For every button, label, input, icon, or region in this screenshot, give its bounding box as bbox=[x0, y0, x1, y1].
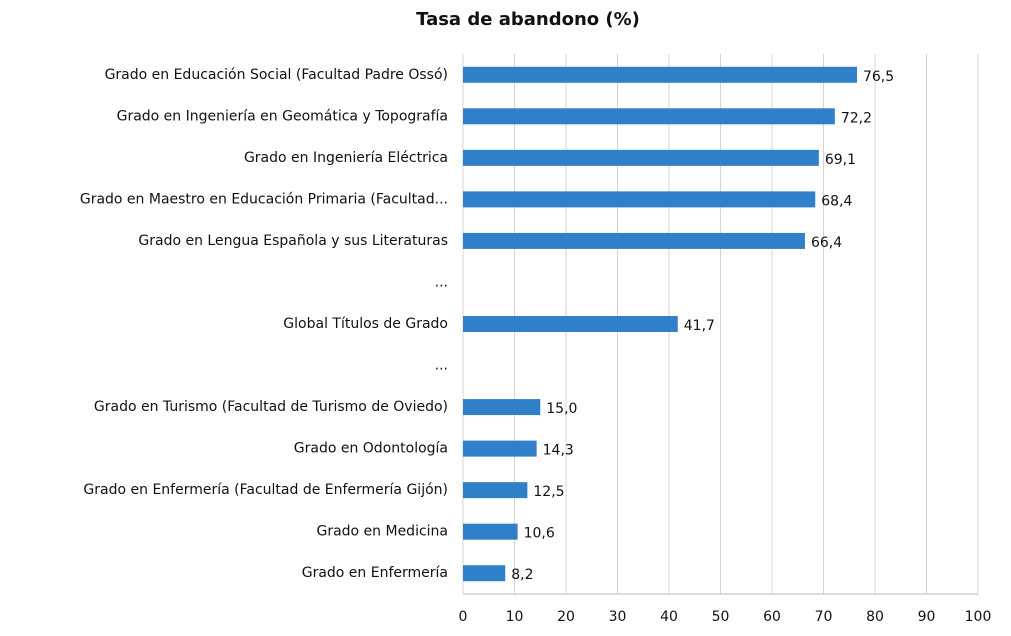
y-tick-label: Grado en Lengua Española y sus Literatur… bbox=[138, 233, 448, 249]
x-tick-label: 50 bbox=[712, 609, 730, 625]
value-label: 41,7 bbox=[684, 318, 715, 334]
value-label: 12,5 bbox=[533, 484, 564, 500]
y-tick-label: ... bbox=[435, 358, 448, 374]
y-tick-label: Grado en Educación Social (Facultad Padr… bbox=[105, 67, 448, 83]
bar bbox=[463, 523, 518, 540]
x-tick-label: 20 bbox=[557, 609, 575, 625]
value-label: 68,4 bbox=[821, 193, 852, 209]
x-tick-label: 90 bbox=[918, 609, 936, 625]
x-tick-label: 30 bbox=[609, 609, 627, 625]
value-label: 66,4 bbox=[811, 235, 842, 251]
x-tick-label: 100 bbox=[965, 609, 992, 625]
value-label: 72,2 bbox=[841, 110, 872, 126]
y-tick-label: ... bbox=[435, 274, 448, 290]
y-tick-label: Grado en Medicina bbox=[316, 524, 448, 540]
value-label: 10,6 bbox=[524, 526, 555, 542]
y-tick-label: Grado en Turismo (Facultad de Turismo de… bbox=[94, 399, 448, 415]
bar bbox=[463, 232, 805, 249]
x-tick-label: 0 bbox=[459, 609, 468, 625]
y-tick-label: Global Títulos de Grado bbox=[283, 316, 448, 332]
bar bbox=[463, 66, 857, 83]
value-label: 76,5 bbox=[863, 69, 894, 85]
value-label: 8,2 bbox=[511, 567, 533, 583]
bar bbox=[463, 316, 678, 332]
value-label: 15,0 bbox=[546, 401, 577, 417]
x-tick-label: 10 bbox=[506, 609, 524, 625]
y-tick-label: Grado en Ingeniería Eléctrica bbox=[244, 150, 448, 166]
value-label: 14,3 bbox=[543, 443, 574, 459]
x-tick-label: 70 bbox=[815, 609, 833, 625]
y-tick-label: Grado en Enfermería bbox=[302, 565, 448, 581]
bar bbox=[463, 191, 816, 208]
x-tick-label: 80 bbox=[866, 609, 884, 625]
bar bbox=[463, 399, 541, 416]
y-tick-label: Grado en Ingeniería en Geomática y Topog… bbox=[117, 108, 448, 124]
bar bbox=[463, 565, 506, 582]
x-tick-label: 60 bbox=[763, 609, 781, 625]
bar bbox=[463, 440, 537, 457]
bar bbox=[463, 108, 835, 125]
chart-title: Tasa de abandono (%) bbox=[416, 9, 640, 30]
x-tick-label: 40 bbox=[660, 609, 678, 625]
y-tick-label: Grado en Odontología bbox=[294, 441, 448, 457]
bar bbox=[463, 482, 528, 499]
y-tick-label: Grado en Maestro en Educación Primaria (… bbox=[80, 191, 448, 207]
y-tick-label: Grado en Enfermería (Facultad de Enferme… bbox=[83, 482, 448, 498]
bar bbox=[463, 149, 819, 166]
value-label: 69,1 bbox=[825, 152, 856, 168]
